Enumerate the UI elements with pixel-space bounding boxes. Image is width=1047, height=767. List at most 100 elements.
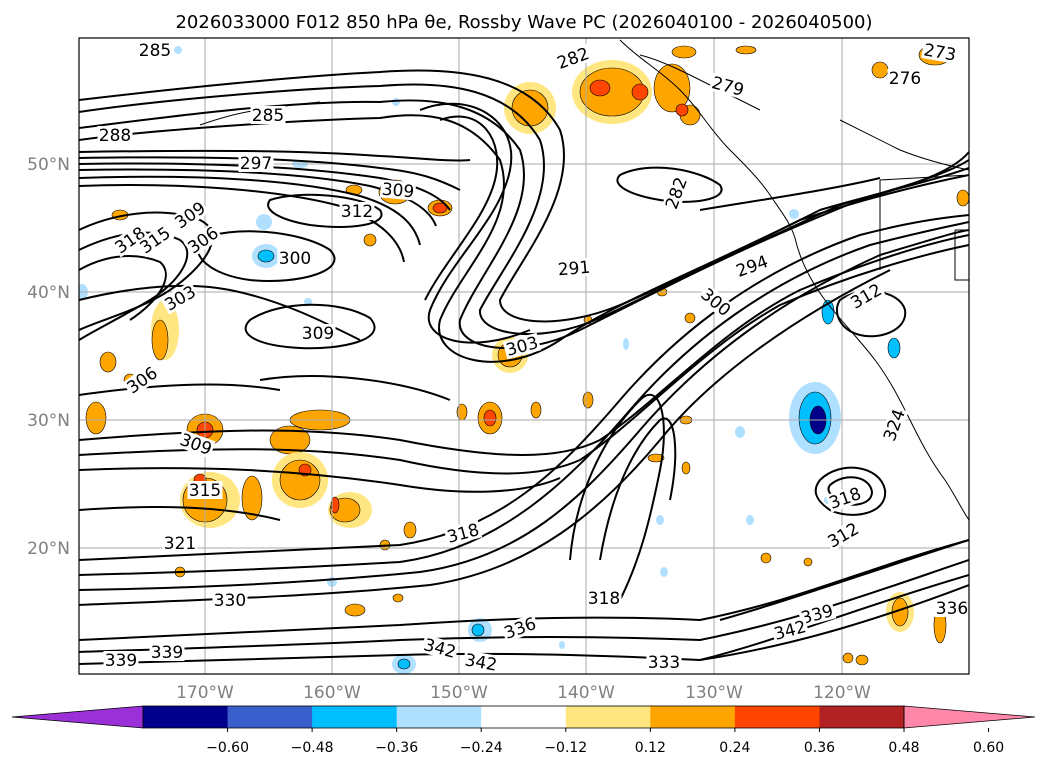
contour-label-background [887,69,923,87]
lon-tick-label: 130°W [685,683,743,703]
contour-line [79,255,167,321]
contour-label-text: 291 [557,258,591,281]
anomaly-patch [432,202,448,214]
colorbar-bin [143,706,229,728]
contour-label-background [934,599,969,617]
coastline [839,119,969,171]
contour-label: 333 [646,653,682,673]
contour-label-background [183,222,223,258]
anomaly-patch [582,391,594,409]
anomaly-patch [855,654,869,666]
contour-line [79,175,421,246]
contour-line [719,539,969,621]
colorbar-tick-label: −0.12 [544,740,587,756]
contour-label-text: 309 [381,180,415,203]
contour-line [424,115,499,301]
colorbar: −0.60 −0.48 −0.36 −0.24 −0.12 0.12 0.24 0.36 0.4… [11,705,1036,756]
contour-label: 339 [149,643,185,663]
contour-label-background [823,518,863,552]
contour-line [814,466,887,516]
anomaly-patch [631,83,649,101]
anomaly-patch [803,557,813,567]
anomaly-patch [174,46,182,54]
contour-line [616,166,723,203]
contour-label-background [879,405,909,445]
contour-label: 273 [921,40,959,66]
anomaly-patch [530,401,542,419]
contour-line [79,383,281,396]
contour-label-text: 315 [189,481,221,501]
contour-label-text: 285 [139,41,171,61]
contour-label-background [770,616,810,644]
contour-label-background [379,179,417,201]
contour-label-background [97,126,133,144]
contour-line [196,230,336,282]
contour-label-background [586,589,622,607]
anomaly-patch [760,552,772,564]
anomaly-patch [279,459,321,501]
contour-label-background [553,43,593,73]
contour-line [79,284,361,341]
contour-label-text: 339 [105,651,137,671]
contour-line [79,221,969,576]
contour-line [79,506,281,521]
contour-label-background [250,106,286,124]
contour-label-text: 312 [341,202,373,222]
contour-labels: 2852852822792732762882973093123183153093… [97,40,969,674]
contour-label-background [646,653,682,671]
contour-label: 309 [300,324,336,344]
anomaly-patch [257,249,275,263]
contour-label-background [170,197,210,233]
contour-label: 300 [277,249,313,269]
contour-line [569,393,665,601]
contour-label: 339 [103,651,139,671]
contour-label-background [502,332,542,360]
contour-label: 288 [97,126,133,146]
anomaly-patch [403,521,417,539]
contour-line [79,559,969,653]
contour-label-background [110,222,150,258]
anomaly-patch [746,515,754,525]
contour-label-background [122,362,162,398]
contour-label: 318 [586,589,622,609]
contour-label: 315 [187,481,223,501]
contour-label: 321 [162,534,198,554]
anomaly-patch [589,79,611,97]
contour-line [79,162,451,211]
colorbar-bin [650,706,736,728]
contour-line [419,102,531,344]
contour-line [259,375,451,401]
contour-label: 285 [250,106,286,126]
map-frame [78,37,970,675]
anomaly-patch [653,63,691,113]
contour-label-text: 276 [889,69,921,89]
contour-label-text: 318 [588,589,620,609]
contour-label-text: 330 [214,591,246,611]
contour-line [79,156,461,191]
contour-label-background [797,600,837,628]
colorbar-bin [227,706,313,728]
colorbar-tick-label: −0.24 [460,740,503,756]
anomaly-patch [656,515,664,525]
contour-label-background [339,202,375,220]
contour-line [79,183,405,263]
contour-label-background [500,613,540,643]
colorbar-frame [142,705,905,729]
contour-line [599,417,677,561]
coastline [879,174,969,181]
anomaly-patch [241,475,263,521]
contour-label-background [443,519,483,547]
coastline [954,229,969,281]
colorbar-bin [396,706,482,728]
contour-label-background [555,257,593,279]
contour-label-background [137,41,173,59]
lat-tick-label: 40°N [27,283,70,303]
contour-label: 309 [379,179,417,203]
contour-label-background [708,72,748,100]
anomaly-patch [671,45,697,59]
contour-label-background [462,650,500,674]
contour-line [79,99,969,350]
contour-label: 285 [137,41,173,61]
anomaly-shading [79,44,969,674]
contour-label-background [212,591,248,609]
